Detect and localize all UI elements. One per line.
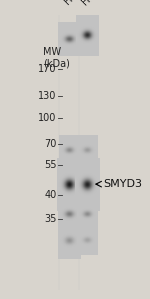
Text: MW
(kDa): MW (kDa) — [43, 47, 70, 68]
Text: 55: 55 — [44, 160, 57, 170]
Text: 70: 70 — [44, 139, 57, 149]
Text: HeLa: HeLa — [62, 0, 88, 7]
Text: 130: 130 — [38, 91, 57, 101]
Text: 40: 40 — [44, 190, 57, 200]
Text: 100: 100 — [38, 113, 57, 123]
Text: SMYD3: SMYD3 — [103, 179, 142, 189]
Text: 170: 170 — [38, 64, 57, 74]
Text: HepG2: HepG2 — [80, 0, 112, 7]
Text: 35: 35 — [44, 213, 57, 224]
